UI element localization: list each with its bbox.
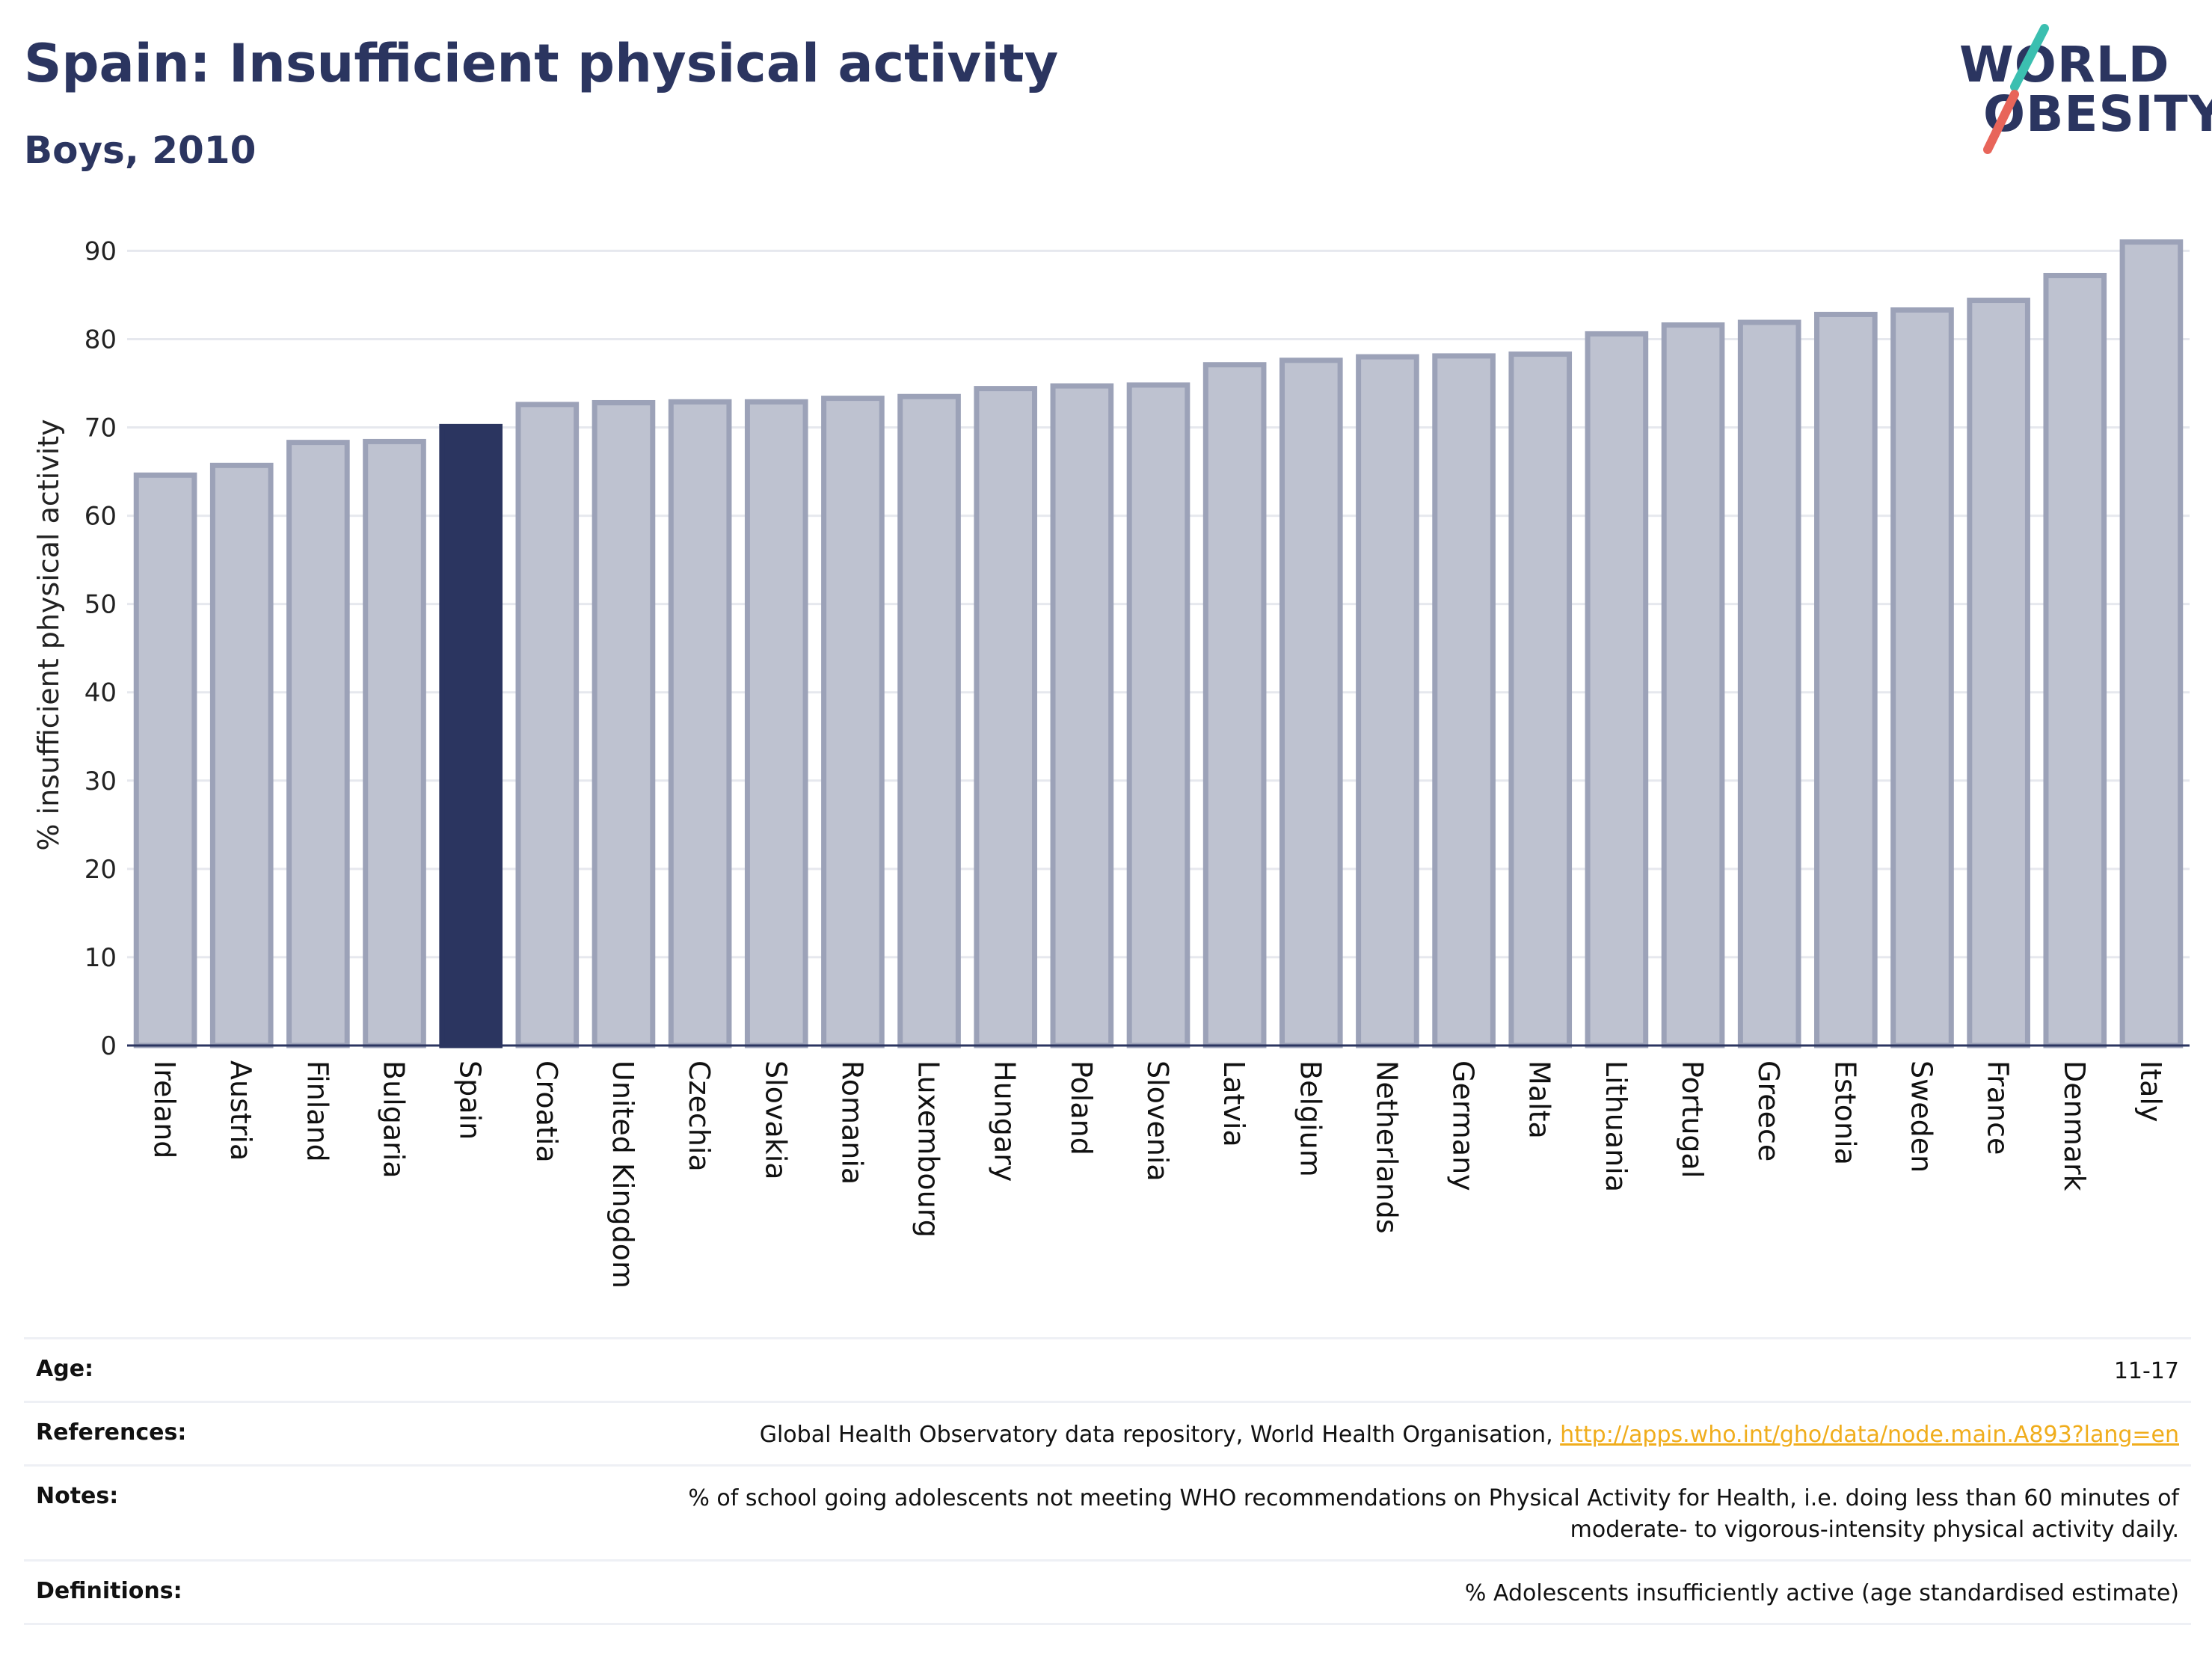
x-tick-label: Croatia bbox=[530, 1060, 563, 1163]
x-tick-label: Portugal bbox=[1676, 1060, 1709, 1178]
meta-row-references: References: Global Health Observatory da… bbox=[24, 1401, 2191, 1464]
y-tick-label: 80 bbox=[85, 325, 117, 354]
meta-label-references: References: bbox=[36, 1419, 187, 1446]
y-tick-label: 0 bbox=[100, 1031, 117, 1061]
metadata-table: Age: 11-17 References: Global Health Obs… bbox=[24, 1337, 2191, 1625]
y-tick-label: 60 bbox=[85, 502, 117, 532]
x-tick-label: Italy bbox=[2134, 1060, 2167, 1122]
bar bbox=[1279, 357, 1343, 1048]
y-tick-label: 10 bbox=[85, 943, 117, 973]
y-tick-label: 70 bbox=[85, 414, 117, 443]
x-tick-label: United Kingdom bbox=[606, 1060, 639, 1289]
bar bbox=[668, 399, 732, 1048]
x-tick-label: Czechia bbox=[683, 1060, 716, 1172]
bar bbox=[1050, 383, 1114, 1048]
y-tick-label: 50 bbox=[85, 590, 117, 620]
world-obesity-logo: WORLD OBESITY bbox=[1944, 21, 2212, 156]
x-tick-label: Luxembourg bbox=[912, 1060, 945, 1238]
bar bbox=[2043, 272, 2107, 1048]
x-tick-label: Malta bbox=[1523, 1060, 1556, 1139]
x-tick-label: Germany bbox=[1447, 1060, 1480, 1191]
bar bbox=[821, 396, 885, 1048]
x-tick-label: Romania bbox=[835, 1060, 868, 1185]
meta-value-definitions: % Adolescents insufficiently active (age… bbox=[1464, 1580, 2179, 1606]
bar bbox=[1967, 298, 2030, 1048]
x-tick-label: Hungary bbox=[989, 1060, 1021, 1182]
bar bbox=[2119, 239, 2184, 1048]
x-tick-label: Austria bbox=[224, 1060, 257, 1161]
bar bbox=[209, 462, 274, 1048]
x-tick-label: Finland bbox=[301, 1060, 334, 1162]
bar bbox=[1126, 382, 1191, 1048]
x-tick-label: Denmark bbox=[2058, 1060, 2091, 1191]
bar bbox=[1202, 362, 1267, 1048]
bar bbox=[744, 399, 808, 1048]
meta-value-notes: % of school going adolescents not meetin… bbox=[688, 1485, 2179, 1543]
meta-value-age: 11-17 bbox=[2113, 1358, 2179, 1384]
bar bbox=[286, 440, 350, 1048]
meta-row-notes: Notes: % of school going adolescents not… bbox=[24, 1464, 2191, 1559]
x-tick-label: Slovenia bbox=[1141, 1060, 1174, 1182]
x-tick-label: Belgium bbox=[1294, 1060, 1327, 1177]
y-axis-label: % insufficient physical activity bbox=[32, 419, 65, 850]
bar bbox=[1814, 311, 1878, 1048]
bar bbox=[1890, 307, 1954, 1048]
logo-slash-icon bbox=[1983, 24, 2049, 154]
x-tick-label: Slovakia bbox=[759, 1060, 792, 1180]
bar bbox=[1585, 331, 1649, 1048]
bar bbox=[1508, 351, 1573, 1048]
bar bbox=[1432, 353, 1496, 1048]
x-tick-label: Spain bbox=[454, 1060, 487, 1140]
x-tick-label: Sweden bbox=[1905, 1060, 1938, 1173]
x-tick-label: Lithuania bbox=[1600, 1060, 1632, 1192]
bar-chart: 0 10 20 30 40 50 60 70 80 90 % insufficient physic… bbox=[32, 236, 2190, 1289]
x-tick-label: Latvia bbox=[1217, 1060, 1250, 1147]
meta-row-age: Age: 11-17 bbox=[24, 1337, 2191, 1401]
bar bbox=[1661, 322, 1725, 1048]
bar bbox=[1356, 354, 1419, 1048]
bar bbox=[133, 472, 197, 1048]
bar bbox=[1737, 319, 1801, 1048]
bar bbox=[439, 423, 503, 1048]
bar bbox=[897, 393, 961, 1048]
x-tick-label: Bulgaria bbox=[378, 1060, 411, 1179]
logo-line-2: OBESITY bbox=[1983, 85, 2212, 143]
x-tick-label: Greece bbox=[1752, 1060, 1785, 1161]
x-tick-label: Ireland bbox=[148, 1060, 181, 1158]
page-title: Spain: Insufficient physical activity bbox=[24, 33, 1059, 94]
y-tick-label: 90 bbox=[85, 236, 117, 266]
bar bbox=[363, 438, 426, 1048]
x-tick-label: Poland bbox=[1065, 1060, 1098, 1155]
x-tick-label: France bbox=[1982, 1060, 2015, 1155]
meta-label-age: Age: bbox=[36, 1356, 94, 1382]
meta-value-references: Global Health Observatory data repositor… bbox=[760, 1419, 2179, 1451]
bar bbox=[515, 402, 580, 1048]
y-tick-label: 20 bbox=[85, 855, 117, 885]
y-tick-label: 40 bbox=[85, 678, 117, 708]
references-link[interactable]: http://apps.who.int/gho/data/node.main.A… bbox=[1560, 1422, 2179, 1448]
meta-label-notes: Notes: bbox=[36, 1483, 119, 1509]
x-tick-label: Netherlands bbox=[1370, 1060, 1403, 1234]
references-text: Global Health Observatory data repositor… bbox=[759, 1422, 1561, 1448]
logo-line-1: WORLD bbox=[1959, 36, 2170, 93]
bar bbox=[592, 399, 656, 1048]
meta-label-definitions: Definitions: bbox=[36, 1578, 182, 1604]
bar bbox=[974, 386, 1038, 1048]
x-tick-label: Estonia bbox=[1828, 1060, 1861, 1165]
meta-row-definitions: Definitions: % Adolescents insufficientl… bbox=[24, 1559, 2191, 1625]
y-tick-label: 30 bbox=[85, 767, 117, 796]
page-subtitle: Boys, 2010 bbox=[24, 129, 256, 172]
